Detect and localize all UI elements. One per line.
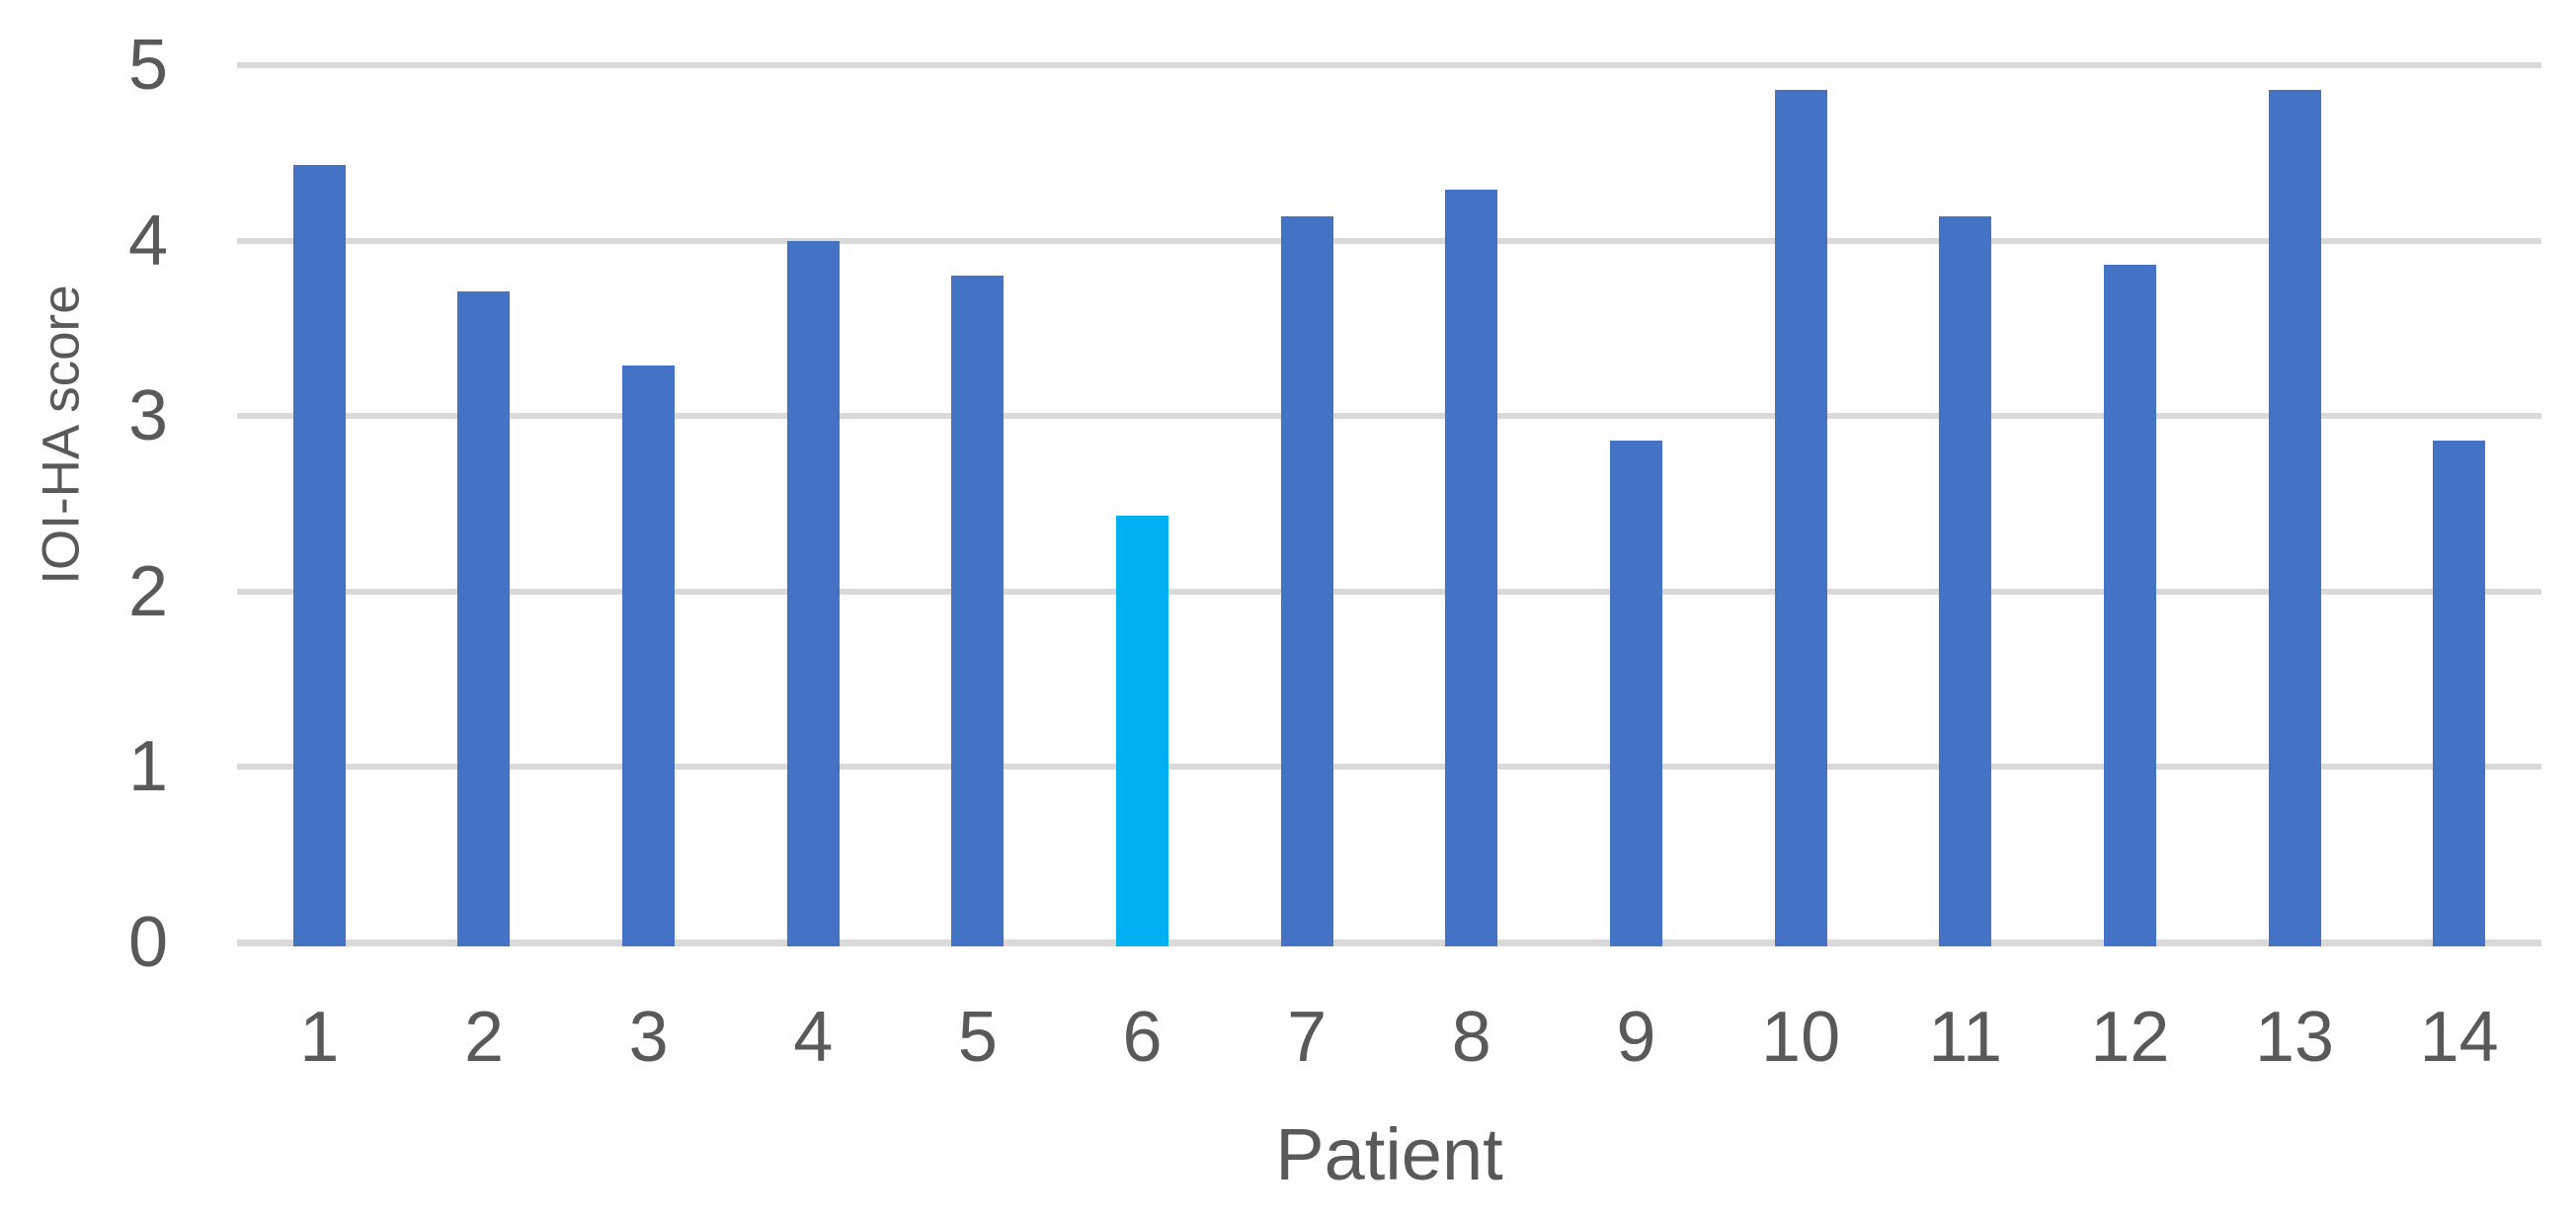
y-tick-label: 2 (127, 551, 168, 631)
bar-slot (237, 65, 402, 946)
gridline (237, 62, 2541, 68)
bar (622, 365, 676, 946)
bar-slot (1060, 65, 1225, 946)
bar-slot (1225, 65, 1390, 946)
x-tick-label: 9 (1616, 998, 1656, 1077)
y-tick-label: 0 (127, 903, 168, 982)
x-axis-line (237, 939, 2541, 946)
bar-slot (566, 65, 731, 946)
x-tick-label: 1 (299, 998, 340, 1077)
bar (1774, 89, 1827, 946)
plot-area (237, 62, 2541, 946)
bar (457, 291, 511, 946)
x-tick-label: 6 (1122, 998, 1163, 1077)
bar (1445, 190, 1498, 946)
x-tick-label: 12 (2090, 998, 2170, 1077)
bar-slot (1389, 65, 1554, 946)
bar-highlighted (1116, 516, 1169, 946)
x-tick-label: 10 (1761, 998, 1841, 1077)
bar (2268, 89, 2321, 946)
x-tick-label: 8 (1451, 998, 1491, 1077)
x-axis-title: Patient (1275, 1113, 1503, 1195)
y-tick-label: 4 (127, 201, 168, 281)
bar-slot (896, 65, 1061, 946)
bar-slot (1719, 65, 1884, 946)
y-tick-label: 5 (127, 26, 168, 105)
y-tick-label: 3 (127, 376, 168, 456)
bar (951, 276, 1005, 946)
x-tick-label: 5 (957, 998, 998, 1077)
bar-slot (402, 65, 567, 946)
bar (1609, 441, 1662, 946)
x-tick-label: 13 (2254, 998, 2335, 1077)
bar (786, 240, 840, 946)
x-tick-label: 2 (463, 998, 504, 1077)
bar-slot (2213, 65, 2377, 946)
gridline (237, 764, 2541, 771)
bar (2433, 441, 2486, 946)
bar (1939, 215, 1992, 946)
bar-series (237, 65, 2541, 946)
x-tick-label: 11 (1928, 998, 2003, 1077)
bar-slot (1554, 65, 1719, 946)
bar-slot (2376, 65, 2541, 946)
bar (292, 165, 346, 946)
x-tick-label: 7 (1287, 998, 1328, 1077)
bar (2103, 265, 2156, 946)
x-tick-label: 14 (2419, 998, 2499, 1077)
x-axis-tick-labels: 1 2 3 4 5 6 7 8 9 10 11 12 13 14 (237, 1002, 2541, 1073)
bar-slot (731, 65, 896, 946)
x-tick-label: 3 (628, 998, 669, 1077)
bar-slot (1883, 65, 2048, 946)
bar (1280, 215, 1333, 946)
x-tick-label: 4 (793, 998, 834, 1077)
y-tick-label: 1 (127, 727, 168, 807)
gridline (237, 237, 2541, 244)
bar-slot (2048, 65, 2213, 946)
gridline (237, 588, 2541, 595)
gridline (237, 413, 2541, 420)
